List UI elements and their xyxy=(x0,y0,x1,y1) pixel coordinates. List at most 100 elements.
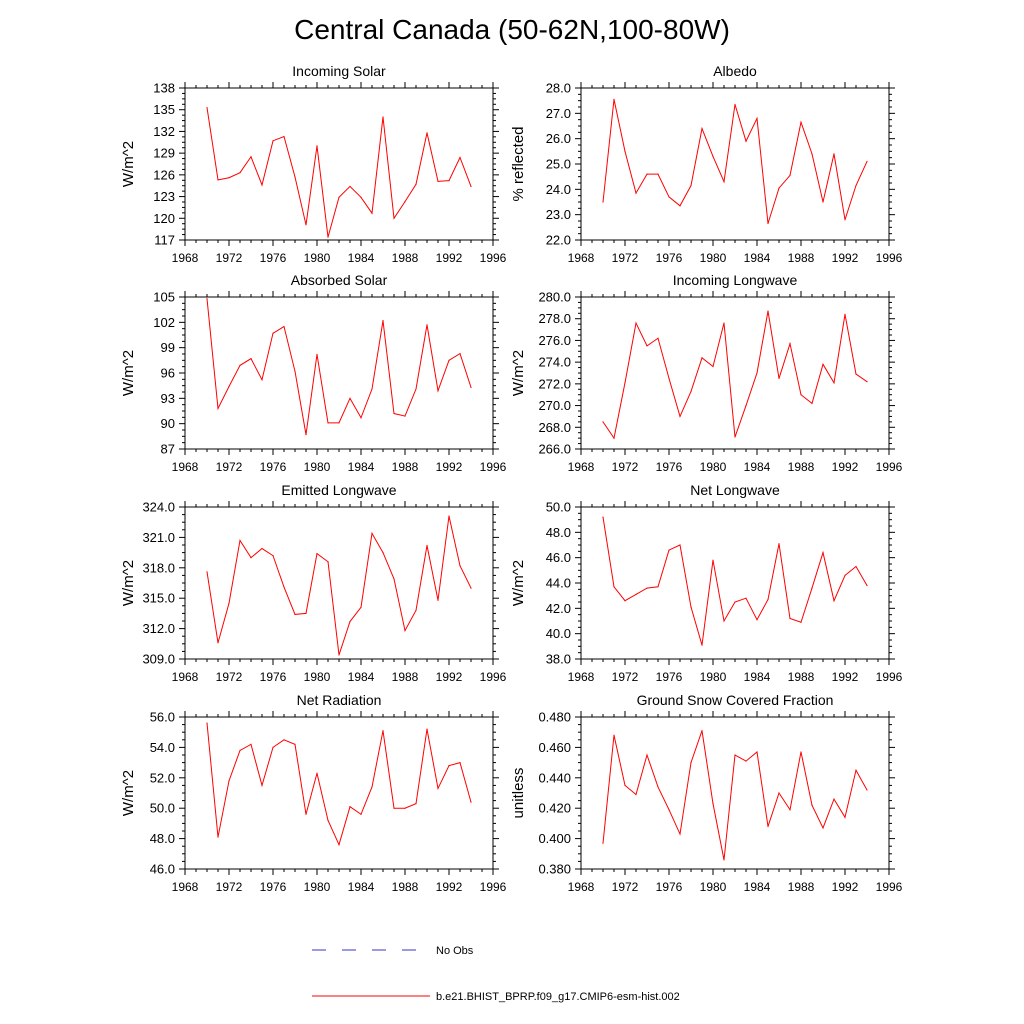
data-point xyxy=(855,373,857,375)
data-point xyxy=(811,587,813,589)
data-point xyxy=(437,787,439,790)
data-point xyxy=(800,621,802,623)
data-point xyxy=(437,599,439,601)
y-axis-label: W/m^2 xyxy=(510,350,527,396)
data-point xyxy=(855,184,857,187)
data-point xyxy=(767,825,769,828)
data-point xyxy=(228,177,230,179)
x-tick-label: 1972 xyxy=(216,460,243,474)
data-point xyxy=(690,606,692,608)
data-point xyxy=(228,602,230,604)
data-point xyxy=(360,417,362,419)
data-point xyxy=(701,644,703,646)
data-point xyxy=(272,555,274,557)
data-point xyxy=(459,352,461,355)
y-tick-label: 46.0 xyxy=(546,550,571,565)
data-point xyxy=(217,642,219,644)
data-point xyxy=(833,382,835,384)
panel-title: Ground Snow Covered Fraction xyxy=(637,692,834,708)
data-point xyxy=(217,407,219,410)
y-tick-label: 324.0 xyxy=(142,500,175,515)
data-point xyxy=(646,587,648,589)
data-point xyxy=(734,601,736,603)
y-tick-label: 26.0 xyxy=(546,131,571,146)
x-tick-label: 1984 xyxy=(744,880,771,894)
y-tick-label: 38.0 xyxy=(546,652,571,667)
x-tick-label: 1976 xyxy=(260,880,287,894)
data-point xyxy=(701,730,703,732)
data-point xyxy=(624,150,626,152)
plot-frame xyxy=(580,87,890,241)
y-tick-label: 318.0 xyxy=(142,560,175,575)
series-line-1 xyxy=(602,730,868,860)
data-point xyxy=(789,617,791,620)
x-tick-label: 1968 xyxy=(568,251,595,265)
legend-obs-label: No Obs xyxy=(436,945,474,957)
data-point xyxy=(327,236,329,238)
data-point xyxy=(613,437,615,439)
data-point xyxy=(261,784,263,787)
data-point xyxy=(217,179,219,181)
chart-panel-4: Incoming Longwave 1968 1972 1976 1980 1984 198… xyxy=(510,272,903,474)
data-point xyxy=(866,789,868,791)
data-point xyxy=(822,827,824,829)
data-point xyxy=(316,553,318,555)
series-line-1 xyxy=(206,107,472,238)
data-point xyxy=(800,751,802,753)
data-point xyxy=(283,739,285,741)
y-tick-label: 309.0 xyxy=(142,652,175,667)
x-tick-label: 1972 xyxy=(216,880,243,894)
x-tick-label: 1980 xyxy=(700,460,727,474)
y-axis-label: W/m^2 xyxy=(120,770,137,816)
y-tick-label: 132 xyxy=(153,124,175,139)
x-tick-label: 1992 xyxy=(436,460,463,474)
data-point xyxy=(657,786,659,788)
x-tick-label: 1996 xyxy=(480,880,507,894)
x-tick-label: 1968 xyxy=(568,670,595,684)
data-point xyxy=(305,813,307,815)
y-tick-label: 25.0 xyxy=(546,157,571,172)
data-point xyxy=(459,156,461,159)
data-point xyxy=(613,586,615,588)
data-point xyxy=(789,343,791,345)
panel-title: Absorbed Solar xyxy=(291,272,388,288)
data-point xyxy=(712,365,714,368)
x-tick-label: 1984 xyxy=(744,670,771,684)
x-tick-label: 1996 xyxy=(876,460,903,474)
y-tick-label: 24.0 xyxy=(546,182,571,197)
x-tick-label: 1980 xyxy=(700,670,727,684)
data-point xyxy=(767,598,769,601)
x-tick-label: 1984 xyxy=(348,251,375,265)
data-point xyxy=(404,201,406,203)
y-axis-label: W/m^2 xyxy=(510,560,527,606)
y-tick-label: 48.0 xyxy=(150,831,175,846)
data-point xyxy=(404,807,406,809)
data-point xyxy=(448,515,450,517)
data-point xyxy=(745,597,747,599)
y-tick-label: 93 xyxy=(161,391,175,406)
x-tick-label: 1988 xyxy=(392,670,419,684)
x-tick-label: 1972 xyxy=(216,670,243,684)
y-tick-label: 120 xyxy=(153,211,175,226)
y-tick-label: 102 xyxy=(153,315,175,330)
y-tick-label: 135 xyxy=(153,102,175,117)
data-point xyxy=(228,385,230,388)
series-line-1 xyxy=(206,723,472,847)
x-tick-label: 1992 xyxy=(832,251,859,265)
data-point xyxy=(745,404,747,407)
y-tick-label: 129 xyxy=(153,146,175,161)
y-tick-label: 99 xyxy=(161,340,175,355)
data-point xyxy=(668,377,670,380)
series-line-1 xyxy=(206,298,472,435)
y-tick-label: 46.0 xyxy=(150,862,175,877)
data-point xyxy=(393,807,395,809)
data-point xyxy=(668,809,670,811)
data-point xyxy=(437,180,439,182)
data-point xyxy=(635,793,637,796)
data-point xyxy=(635,322,637,324)
data-point xyxy=(668,549,670,551)
y-tick-label: 50.0 xyxy=(546,500,571,515)
data-point xyxy=(723,181,725,183)
data-point xyxy=(811,153,813,155)
